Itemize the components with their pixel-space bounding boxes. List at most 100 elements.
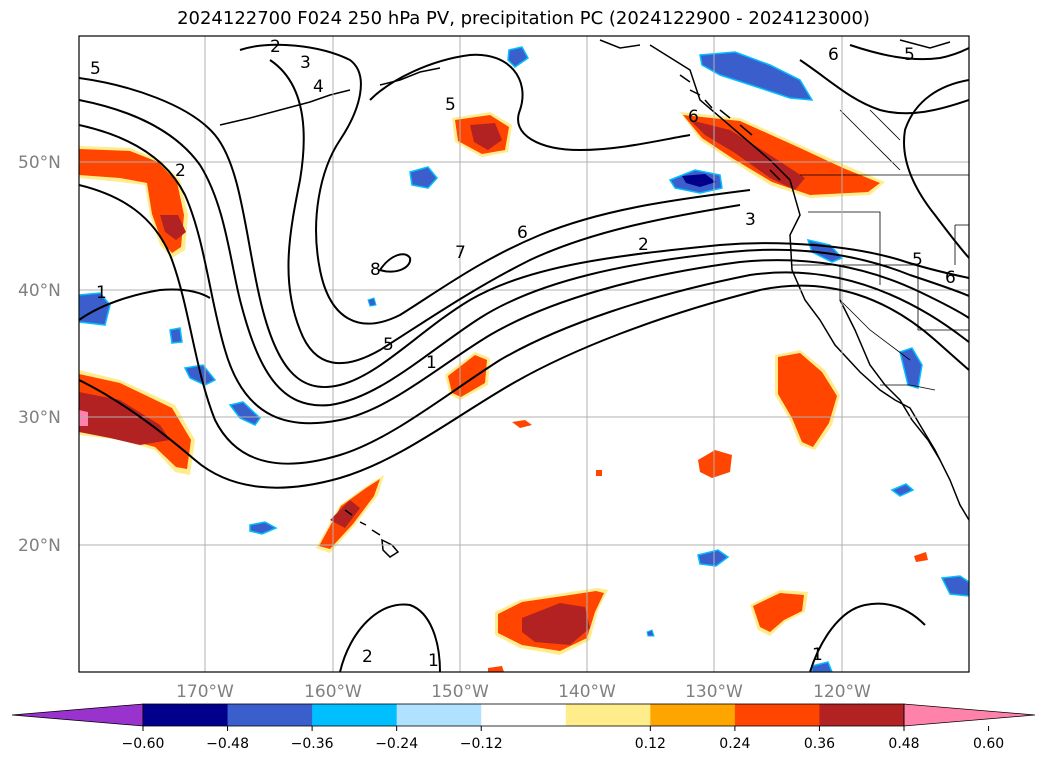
pv-contour xyxy=(79,284,969,489)
lat-label: 50°N xyxy=(18,153,61,173)
contour-label: 1 xyxy=(428,651,439,671)
colorbar-tick-label: −0.24 xyxy=(375,736,418,752)
colorbar-cell xyxy=(227,704,313,726)
map-area: 5 2 3 4 5 6 5 2 1 8 7 6 3 2 5 1 6 5 6 2 … xyxy=(79,36,969,672)
contour-label: 6 xyxy=(945,268,956,288)
colorbar-extend-low xyxy=(11,703,144,727)
precip-area xyxy=(690,120,805,190)
precip-area xyxy=(367,297,377,307)
lon-label: 120°W xyxy=(813,682,871,702)
contour-label: 8 xyxy=(370,260,381,280)
precip-area xyxy=(448,355,487,397)
coastline-islands xyxy=(679,74,781,181)
precip-area xyxy=(488,666,504,672)
colorbar-tick-label: −0.48 xyxy=(206,736,249,752)
lon-label: 150°W xyxy=(431,682,489,702)
colorbar-cell xyxy=(481,704,567,726)
contour-label: 5 xyxy=(912,250,923,270)
precip-area xyxy=(160,215,186,240)
precip-area xyxy=(79,149,184,253)
colorbar-tick-label: 0.48 xyxy=(888,736,919,752)
precip-area xyxy=(409,166,438,189)
coastlines xyxy=(219,39,969,558)
pv-contour xyxy=(378,253,412,273)
pv-contour xyxy=(799,59,969,115)
contour-label: 1 xyxy=(426,353,437,373)
pv-contour xyxy=(239,43,751,325)
contour-label: 3 xyxy=(300,53,311,73)
precip-area xyxy=(596,470,602,476)
contour-label: 5 xyxy=(445,95,456,115)
colorbar-tick-label: −0.12 xyxy=(460,736,503,752)
contour-label: 5 xyxy=(904,45,915,65)
precip-area xyxy=(899,347,923,389)
colorbar-tick-label: 0.60 xyxy=(973,736,1004,752)
contour-label: 3 xyxy=(745,210,756,230)
colorbar-tick-label: 0.24 xyxy=(719,736,750,752)
lat-label: 20°N xyxy=(18,536,61,556)
colorbar: −0.60 −0.48 −0.36 −0.24 −0.12 0.12 0.24 0.36 0.4… xyxy=(11,703,1036,752)
contour-label: 5 xyxy=(383,335,394,355)
pv-contour xyxy=(849,44,969,61)
contour-label: 5 xyxy=(90,59,101,79)
colorbar-cell xyxy=(312,704,398,726)
precip-area xyxy=(169,327,183,344)
precip-area xyxy=(330,500,360,528)
map-frame xyxy=(78,35,970,673)
contour-label: 7 xyxy=(455,243,466,263)
precip-negative-areas xyxy=(79,46,969,672)
contour-labels: 5 2 3 4 5 6 5 2 1 8 7 6 3 2 5 1 6 5 6 2 … xyxy=(90,37,956,671)
lat-label: 40°N xyxy=(18,281,61,301)
precip-area xyxy=(914,552,928,562)
contour-label: 6 xyxy=(517,223,528,243)
precip-area xyxy=(522,603,590,645)
pv-contour xyxy=(369,53,691,152)
latitude-labels: 50°N 40°N 30°N 20°N xyxy=(18,153,61,556)
pv-contour xyxy=(903,79,969,259)
contour-label: 2 xyxy=(638,235,649,255)
precip-area xyxy=(249,521,278,535)
precip-area xyxy=(682,174,716,187)
precip-area xyxy=(228,401,261,426)
precip-area xyxy=(79,292,111,326)
lon-label: 160°W xyxy=(304,682,362,702)
colorbar-cell xyxy=(819,704,905,726)
contour-label: 6 xyxy=(688,107,699,127)
precip-area xyxy=(698,450,732,478)
precip-area xyxy=(646,629,655,637)
lon-label: 170°W xyxy=(176,682,234,702)
pv-contours xyxy=(79,43,969,672)
pv-contour xyxy=(339,603,441,672)
lon-label: 140°W xyxy=(558,682,616,702)
contour-label: 1 xyxy=(96,283,107,303)
precip-area xyxy=(79,392,170,445)
colorbar-cell xyxy=(565,704,651,726)
longitude-labels: 170°W 160°W 150°W 140°W 130°W 120°W xyxy=(176,682,871,702)
precip-area xyxy=(778,353,837,447)
pv-contour xyxy=(269,59,741,364)
precip-area xyxy=(697,549,730,567)
precip-area xyxy=(699,51,814,101)
precip-area xyxy=(507,46,529,68)
precip-area xyxy=(940,575,969,597)
map-title: 2024122700 F024 250 hPa PV, precipitatio… xyxy=(177,8,870,29)
colorbar-extend-high xyxy=(903,703,1036,727)
contour-label: 2 xyxy=(270,37,281,57)
contour-label: 6 xyxy=(828,45,839,65)
coastline-baja xyxy=(839,299,941,461)
precip-area xyxy=(79,410,88,426)
pv-contour xyxy=(79,77,969,389)
coastline-hawaii xyxy=(344,509,400,558)
precip-area xyxy=(753,593,804,632)
precip-positive-areas xyxy=(79,112,928,672)
pv-contour xyxy=(809,602,926,672)
colorbar-tick-label: −0.60 xyxy=(122,736,165,752)
colorbar-tick-label: −0.36 xyxy=(291,736,334,752)
precip-area xyxy=(512,420,532,428)
contour-label: 1 xyxy=(812,645,823,665)
colorbar-cell xyxy=(143,704,229,726)
coastline-aleutians xyxy=(219,39,951,126)
lon-label: 130°W xyxy=(685,682,743,702)
pv-contour xyxy=(79,99,969,407)
